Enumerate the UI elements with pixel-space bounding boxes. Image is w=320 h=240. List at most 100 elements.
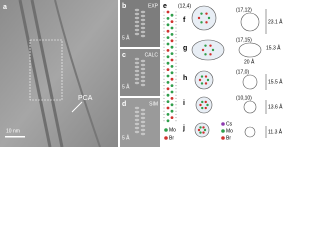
atom	[170, 77, 174, 81]
tube-wall	[175, 75, 177, 77]
diameter: 15.3 Å	[266, 44, 281, 51]
atom	[170, 33, 174, 36]
atom	[166, 119, 170, 123]
atom	[170, 39, 174, 43]
atom	[170, 90, 174, 94]
lattice-spot	[140, 132, 146, 136]
atom	[166, 100, 170, 103]
lattice-spot	[140, 75, 146, 79]
lattice-spot	[140, 30, 146, 34]
lattice-spot	[134, 118, 140, 122]
tube-wall	[175, 17, 177, 19]
lattice-spot	[140, 116, 146, 120]
tube-wall	[175, 46, 177, 48]
scale-bar-label: 10 nm	[6, 128, 20, 134]
lattice-spot	[140, 120, 146, 124]
atom	[166, 113, 170, 116]
atom	[201, 48, 205, 52]
lattice-spot	[134, 24, 140, 28]
atom	[200, 12, 203, 15]
lattice-spot	[134, 110, 140, 114]
atom	[201, 100, 204, 104]
tube-wall	[163, 69, 165, 71]
atom	[206, 103, 209, 107]
atom	[170, 109, 174, 113]
panel-label: e	[163, 3, 167, 10]
atom	[166, 23, 170, 27]
tube-wall	[175, 14, 177, 16]
tube-wall	[175, 97, 177, 99]
tube-wall	[163, 113, 165, 115]
tube-wall	[175, 59, 177, 61]
tube-wall	[163, 85, 165, 87]
atom	[209, 44, 212, 47]
tube-section	[195, 96, 213, 114]
scale-bar-label: 5 Å	[122, 83, 130, 90]
chirality: (17,0)	[236, 69, 249, 75]
tube-wall	[163, 27, 165, 29]
tube-wall	[175, 56, 177, 58]
tube-wall	[175, 91, 177, 93]
chirality: (17,12)	[236, 7, 252, 13]
atom	[170, 71, 174, 75]
panel-label: j	[182, 125, 185, 132]
atom	[199, 131, 202, 134]
atom	[207, 16, 211, 20]
tube-wall	[175, 33, 177, 35]
scale-bar-label: 5 Å	[122, 34, 130, 41]
lattice-spot	[134, 61, 140, 65]
tube-wall	[175, 53, 177, 55]
tube-wall	[175, 117, 177, 119]
scale-bar-label: 5 Å	[122, 134, 130, 141]
atom	[166, 49, 170, 52]
tube-wall	[163, 49, 165, 51]
atom	[200, 82, 204, 85]
atom	[166, 87, 170, 91]
tube-wall	[163, 65, 165, 67]
lattice-spot	[134, 12, 140, 16]
lattice-spot	[140, 10, 146, 14]
atom	[166, 61, 170, 65]
tube-wall	[175, 62, 177, 64]
atom	[170, 20, 174, 23]
circle	[238, 42, 262, 58]
tube-wall	[175, 43, 177, 45]
image-d	[120, 98, 160, 147]
legend-label: Br	[226, 135, 231, 141]
lattice-spot	[134, 69, 140, 73]
tube-wall	[163, 117, 165, 119]
tube-wall	[175, 11, 177, 13]
atom	[197, 16, 201, 20]
atom	[170, 45, 174, 49]
tube-section	[191, 5, 217, 31]
tube-wall	[163, 94, 165, 96]
tube-wall	[163, 24, 165, 26]
tube-wall	[175, 85, 177, 87]
chirality: (10,10)	[236, 95, 252, 101]
tube-wall	[163, 40, 165, 42]
panel-label: d	[122, 101, 126, 108]
tube-wall	[163, 43, 165, 45]
tube-wall	[163, 75, 165, 77]
atom	[204, 82, 208, 85]
tube-wall	[163, 21, 165, 23]
lattice-spot	[134, 114, 140, 118]
panel-label: i	[183, 100, 185, 107]
tube-wall	[163, 33, 165, 35]
image-b	[120, 0, 160, 47]
lattice-spot	[140, 26, 146, 30]
tube-section	[194, 122, 210, 138]
tube-wall	[175, 49, 177, 51]
tube-wall	[175, 37, 177, 39]
legend-dot	[164, 128, 168, 132]
tube-wall	[175, 65, 177, 67]
panel-tag: EXP	[148, 3, 159, 9]
diameter: 15.5 Å	[268, 78, 283, 85]
lattice-spot	[134, 106, 140, 110]
tube-wall	[163, 46, 165, 48]
tube-wall	[163, 120, 165, 122]
atom	[170, 26, 174, 30]
tube-wall	[163, 81, 165, 83]
tube-wall	[175, 81, 177, 83]
atom	[166, 29, 170, 33]
